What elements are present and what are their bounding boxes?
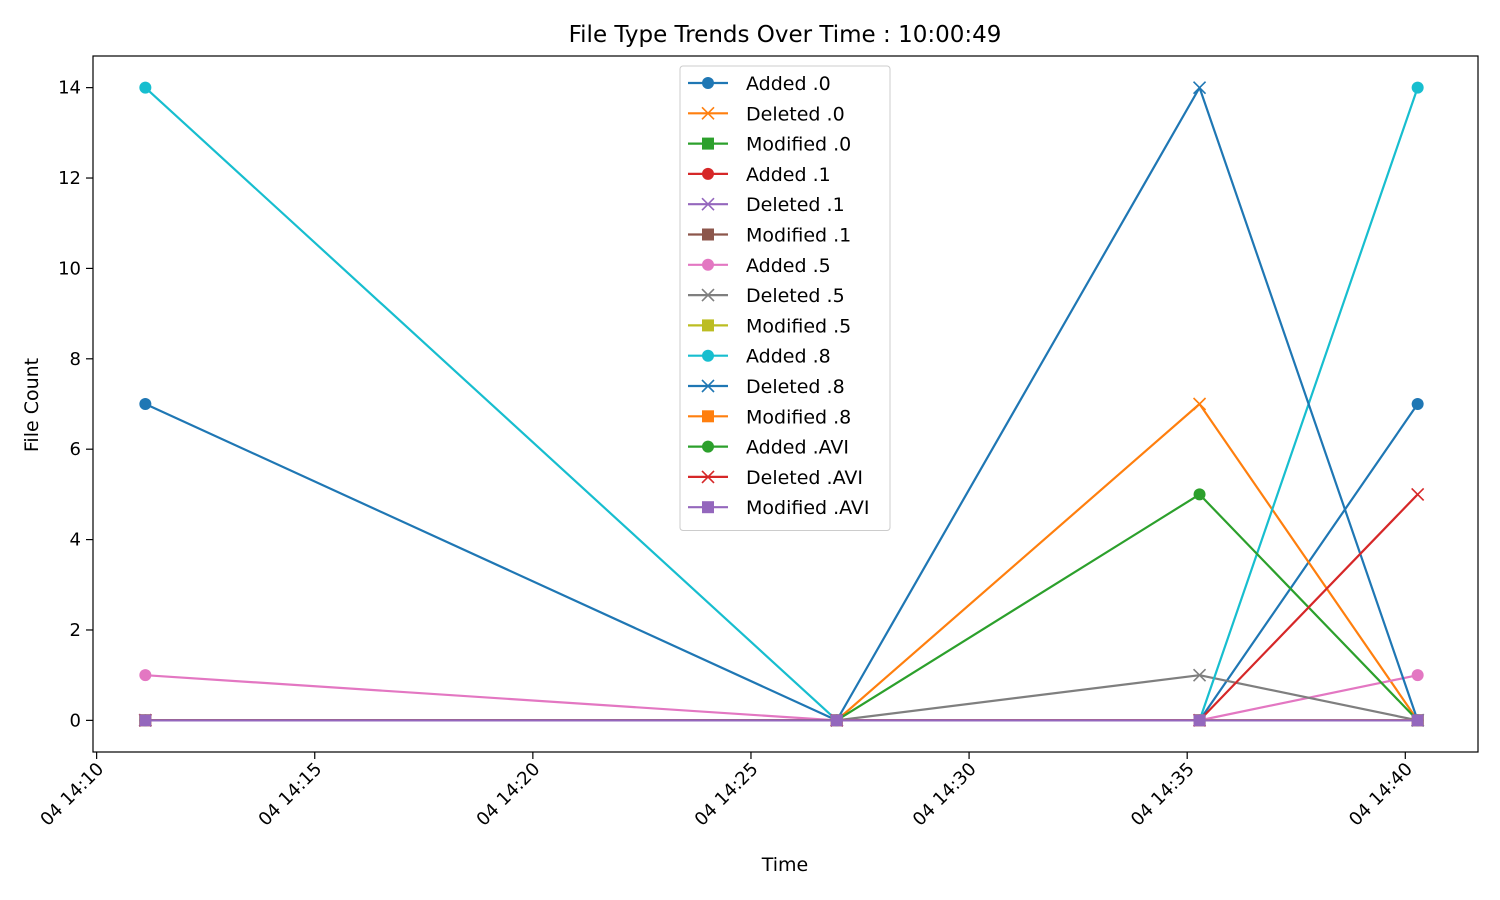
legend-item: Deleted .5	[688, 285, 845, 307]
data-point	[1192, 81, 1207, 95]
legend-item: Added .5	[688, 255, 831, 277]
legend-marker	[701, 288, 715, 302]
legend-label: Modified .AVI	[746, 497, 870, 519]
y-tick-label: 12	[58, 168, 81, 189]
y-tick-label: 10	[58, 258, 81, 279]
legend-item: Modified .1	[688, 225, 851, 247]
legend-item: Deleted .AVI	[688, 467, 863, 489]
y-axis: 0 2 4 6 8 10 12 14	[58, 78, 93, 731]
data-point	[1193, 714, 1206, 727]
legend-marker	[701, 470, 715, 484]
legend-label: Added .5	[746, 255, 831, 277]
legend-label: Deleted .AVI	[746, 467, 863, 489]
legend: Added .0 Deleted .0 Modified .0 Added .1 Del…	[679, 65, 891, 531]
data-point	[139, 669, 152, 682]
legend-item: Modified .8	[688, 406, 851, 428]
legend-marker	[702, 167, 714, 180]
legend-label: Deleted .0	[746, 103, 845, 125]
legend-item: Deleted .8	[688, 376, 845, 398]
legend-item: Modified .5	[688, 315, 851, 337]
legend-marker	[702, 319, 714, 332]
data-point	[1193, 488, 1206, 501]
y-tick-label: 8	[70, 349, 81, 370]
legend-label: Added .1	[746, 164, 831, 186]
y-tick-label: 0	[70, 710, 81, 731]
legend-item: Modified .0	[688, 134, 851, 156]
legend-item: Deleted .1	[688, 194, 845, 216]
data-point	[1411, 398, 1424, 410]
y-tick-label: 4	[70, 530, 81, 551]
y-tick-label: 14	[58, 78, 81, 99]
legend-item: Deleted .0	[688, 103, 845, 125]
legend-item: Added .8	[688, 346, 831, 368]
legend-marker	[702, 258, 714, 271]
chart-title: File Type Trends Over Time : 10:00:49	[569, 22, 1002, 48]
legend-marker	[702, 501, 714, 514]
legend-label: Modified .0	[746, 134, 851, 156]
legend-item: Added .1	[688, 164, 831, 186]
legend-label: Modified .1	[746, 225, 851, 247]
data-point	[1192, 668, 1207, 682]
y-axis-title: File Count	[21, 358, 43, 452]
x-axis-title: Time	[761, 854, 809, 876]
legend-label: Added .8	[746, 346, 831, 368]
data-point	[1192, 397, 1207, 411]
legend-item: Added .AVI	[688, 437, 849, 459]
data-point	[1411, 669, 1424, 682]
y-tick-label: 6	[70, 439, 81, 460]
legend-marker	[702, 228, 714, 241]
data-point	[1411, 487, 1425, 501]
legend-label: Added .0	[746, 73, 831, 95]
plot-area	[138, 81, 1425, 727]
legend-label: Added .AVI	[746, 437, 849, 459]
data-point	[139, 714, 152, 727]
series-modified-avi	[139, 714, 1424, 727]
legend-marker	[701, 379, 715, 393]
legend-label: Deleted .8	[746, 376, 845, 398]
data-point	[139, 398, 152, 410]
legend-marker	[701, 197, 715, 211]
legend-label: Modified .8	[746, 406, 851, 428]
legend-marker	[702, 410, 714, 423]
legend-marker	[702, 137, 714, 150]
legend-marker	[701, 106, 715, 120]
data-point	[139, 81, 152, 94]
legend-label: Deleted .1	[746, 194, 845, 216]
legend-marker	[702, 349, 714, 362]
legend-marker	[702, 77, 714, 89]
plot-frame	[92, 55, 1479, 753]
legend-item: Modified .AVI	[688, 497, 870, 519]
legend-label: Modified .5	[746, 315, 851, 337]
legend-marker	[702, 440, 714, 453]
data-point	[1411, 81, 1424, 94]
legend-item: Added .0	[688, 73, 831, 95]
legend-box	[679, 65, 891, 531]
legend-label: Deleted .5	[746, 285, 845, 307]
y-tick-label: 2	[70, 620, 81, 641]
data-point	[1411, 714, 1424, 727]
data-point	[830, 714, 843, 727]
